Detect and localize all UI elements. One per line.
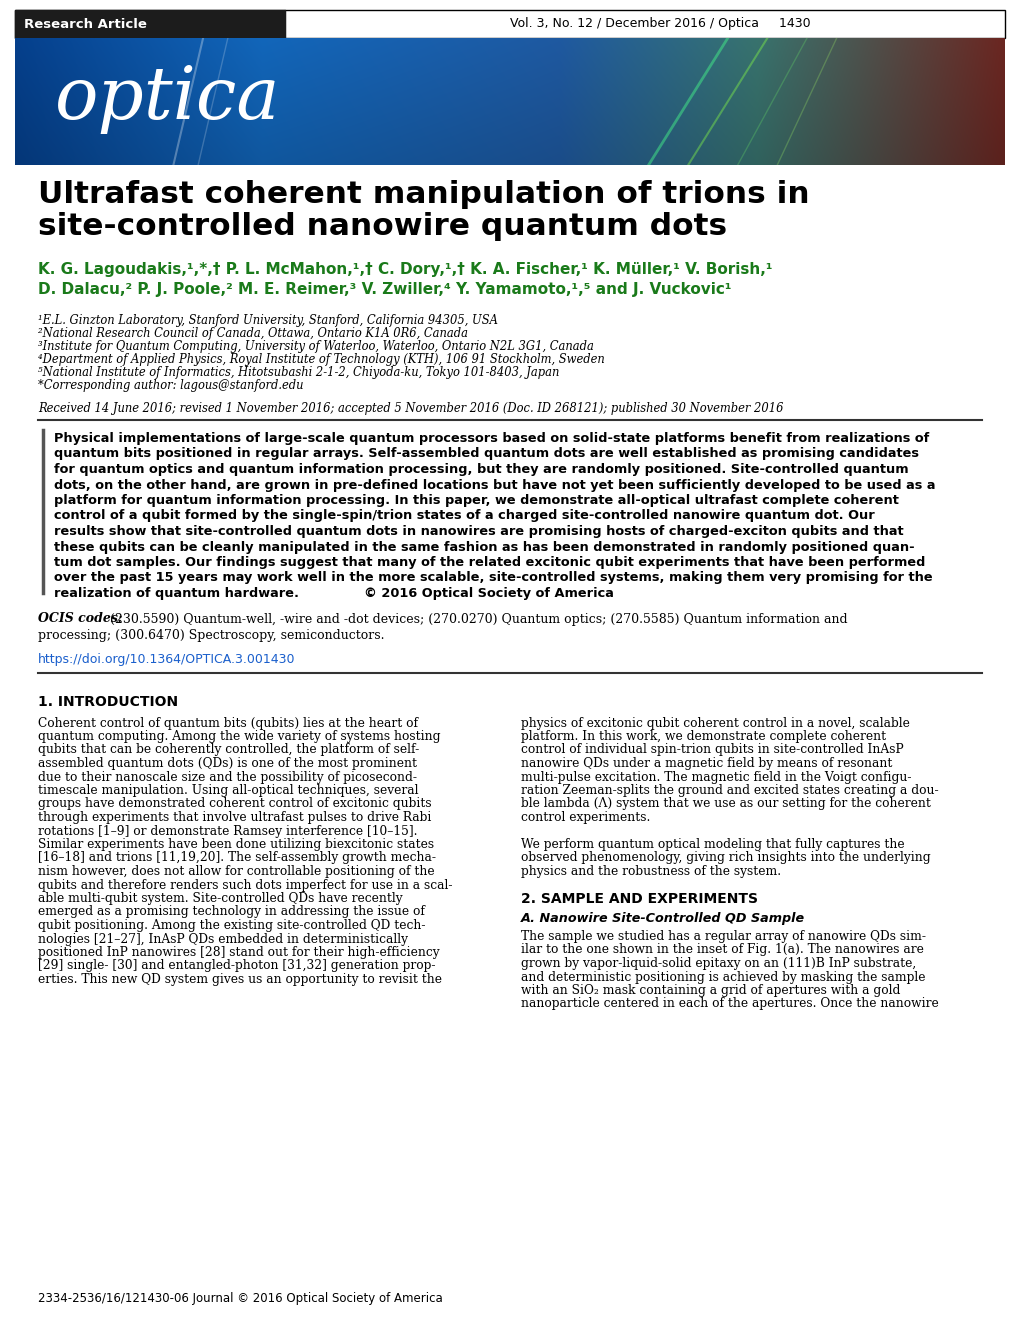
Text: qubit positioning. Among the existing site-controlled QD tech-: qubit positioning. Among the existing si…	[38, 919, 425, 932]
Bar	[15, 11, 1004, 38]
Text: rotations [1–9] or demonstrate Ramsey interference [10–15].: rotations [1–9] or demonstrate Ramsey in…	[38, 825, 417, 837]
Text: Ultrafast coherent manipulation of trions in: Ultrafast coherent manipulation of trion…	[38, 180, 809, 209]
Text: ³Institute for Quantum Computing, University of Waterloo, Waterloo, Ontario N2L : ³Institute for Quantum Computing, Univer…	[38, 341, 593, 352]
Text: multi-pulse excitation. The magnetic field in the Voigt configu-: multi-pulse excitation. The magnetic fie…	[521, 771, 911, 784]
Text: A. Nanowire Site-Controlled QD Sample: A. Nanowire Site-Controlled QD Sample	[521, 912, 804, 925]
Text: ²National Research Council of Canada, Ottawa, Ontario K1A 0R6, Canada: ²National Research Council of Canada, Ot…	[38, 327, 468, 341]
Text: https://doi.org/10.1364/OPTICA.3.001430: https://doi.org/10.1364/OPTICA.3.001430	[38, 652, 296, 665]
Text: [29] single- [30] and entangled-photon [31,32] generation prop-: [29] single- [30] and entangled-photon […	[38, 960, 435, 973]
Text: nologies [21–27], InAsP QDs embedded in deterministically: nologies [21–27], InAsP QDs embedded in …	[38, 932, 408, 945]
Text: Coherent control of quantum bits (qubits) lies at the heart of: Coherent control of quantum bits (qubits…	[38, 717, 418, 730]
Text: ⁵National Institute of Informatics, Hitotsubashi 2-1-2, Chiyoda-ku, Tokyo 101-84: ⁵National Institute of Informatics, Hito…	[38, 366, 558, 379]
Text: these qubits can be cleanly manipulated in the same fashion as has been demonstr: these qubits can be cleanly manipulated …	[54, 540, 914, 553]
Text: through experiments that involve ultrafast pulses to drive Rabi: through experiments that involve ultrafa…	[38, 810, 431, 824]
Text: control of a qubit formed by the single-spin/trion states of a charged site-cont: control of a qubit formed by the single-…	[54, 510, 874, 523]
Text: platform. In this work, we demonstrate complete coherent: platform. In this work, we demonstrate c…	[521, 730, 886, 743]
Text: OCIS codes:: OCIS codes:	[38, 612, 122, 626]
Text: *Corresponding author: lagous@stanford.edu: *Corresponding author: lagous@stanford.e…	[38, 379, 304, 392]
Text: results show that site-controlled quantum dots in nanowires are promising hosts : results show that site-controlled quantu…	[54, 525, 903, 539]
Text: Physical implementations of large-scale quantum processors based on solid-state : Physical implementations of large-scale …	[54, 432, 928, 445]
Text: groups have demonstrated coherent control of excitonic qubits: groups have demonstrated coherent contro…	[38, 797, 431, 810]
Text: erties. This new QD system gives us an opportunity to revisit the: erties. This new QD system gives us an o…	[38, 973, 441, 986]
Text: platform for quantum information processing. In this paper, we demonstrate all-o: platform for quantum information process…	[54, 494, 898, 507]
Text: quantum bits positioned in regular arrays. Self-assembled quantum dots are well : quantum bits positioned in regular array…	[54, 447, 918, 461]
Text: 2. SAMPLE AND EXPERIMENTS: 2. SAMPLE AND EXPERIMENTS	[521, 892, 757, 906]
Text: nanoparticle centered in each of the apertures. Once the nanowire: nanoparticle centered in each of the ape…	[521, 998, 937, 1011]
Text: quantum computing. Among the wide variety of systems hosting: quantum computing. Among the wide variet…	[38, 730, 440, 743]
Text: optica: optica	[55, 63, 280, 135]
Text: able multi-qubit system. Site-controlled QDs have recently: able multi-qubit system. Site-controlled…	[38, 892, 403, 906]
Text: Research Article: Research Article	[24, 17, 147, 30]
Text: with an SiO₂ mask containing a grid of apertures with a gold: with an SiO₂ mask containing a grid of a…	[521, 983, 900, 997]
Text: ⁴Department of Applied Physics, Royal Institute of Technology (KTH), 106 91 Stoc: ⁴Department of Applied Physics, Royal In…	[38, 352, 604, 366]
Text: 2334-2536/16/121430-06 Journal © 2016 Optical Society of America: 2334-2536/16/121430-06 Journal © 2016 Op…	[38, 1292, 442, 1305]
Text: positioned InP nanowires [28] stand out for their high-efficiency: positioned InP nanowires [28] stand out …	[38, 946, 439, 960]
Text: physics and the robustness of the system.: physics and the robustness of the system…	[521, 865, 781, 878]
Text: dots, on the other hand, are grown in pre-defined locations but have not yet bee: dots, on the other hand, are grown in pr…	[54, 479, 934, 491]
Text: due to their nanoscale size and the possibility of picosecond-: due to their nanoscale size and the poss…	[38, 771, 417, 784]
Text: (230.5590) Quantum-well, -wire and -dot devices; (270.0270) Quantum optics; (270: (230.5590) Quantum-well, -wire and -dot …	[106, 612, 847, 626]
Text: Vol. 3, No. 12 / December 2016 / Optica     1430: Vol. 3, No. 12 / December 2016 / Optica …	[510, 17, 809, 30]
Text: emerged as a promising technology in addressing the issue of: emerged as a promising technology in add…	[38, 906, 425, 919]
Text: qubits and therefore renders such dots imperfect for use in a scal-: qubits and therefore renders such dots i…	[38, 879, 452, 891]
Text: physics of excitonic qubit coherent control in a novel, scalable: physics of excitonic qubit coherent cont…	[521, 717, 909, 730]
Text: © 2016 Optical Society of America: © 2016 Optical Society of America	[364, 587, 613, 601]
Text: ration Zeeman-splits the ground and excited states creating a dou-: ration Zeeman-splits the ground and exci…	[521, 784, 937, 797]
Text: control experiments.: control experiments.	[521, 810, 650, 824]
Text: and deterministic positioning is achieved by masking the sample: and deterministic positioning is achieve…	[521, 970, 924, 983]
Text: control of individual spin-trion qubits in site-controlled InAsP: control of individual spin-trion qubits …	[521, 743, 903, 756]
Text: qubits that can be coherently controlled, the platform of self-: qubits that can be coherently controlled…	[38, 743, 419, 756]
Text: We perform quantum optical modeling that fully captures the: We perform quantum optical modeling that…	[521, 838, 904, 851]
Text: tum dot samples. Our findings suggest that many of the related excitonic qubit e: tum dot samples. Our findings suggest th…	[54, 556, 924, 569]
Bar	[15, 11, 284, 38]
Text: ¹E.L. Ginzton Laboratory, Stanford University, Stanford, California 94305, USA: ¹E.L. Ginzton Laboratory, Stanford Unive…	[38, 314, 497, 327]
Text: The sample we studied has a regular array of nanowire QDs sim-: The sample we studied has a regular arra…	[521, 931, 925, 942]
Text: nanowire QDs under a magnetic field by means of resonant: nanowire QDs under a magnetic field by m…	[521, 756, 892, 770]
Text: timescale manipulation. Using all-optical techniques, several: timescale manipulation. Using all-optica…	[38, 784, 418, 797]
Text: D. Dalacu,² P. J. Poole,² M. E. Reimer,³ V. Zwiller,⁴ Y. Yamamoto,¹,⁵ and J. Vuc: D. Dalacu,² P. J. Poole,² M. E. Reimer,³…	[38, 282, 731, 297]
Text: over the past 15 years may work well in the more scalable, site-controlled syste: over the past 15 years may work well in …	[54, 572, 931, 585]
Text: ilar to the one shown in the inset of Fig. 1(a). The nanowires are: ilar to the one shown in the inset of Fi…	[521, 944, 923, 957]
Text: Received 14 June 2016; revised 1 November 2016; accepted 5 November 2016 (Doc. I: Received 14 June 2016; revised 1 Novembe…	[38, 403, 783, 414]
Text: K. G. Lagoudakis,¹,*,† P. L. McMahon,¹,† C. Dory,¹,† K. A. Fischer,¹ K. Müller,¹: K. G. Lagoudakis,¹,*,† P. L. McMahon,¹,†…	[38, 261, 771, 277]
Text: site-controlled nanowire quantum dots: site-controlled nanowire quantum dots	[38, 213, 727, 242]
Text: Similar experiments have been done utilizing biexcitonic states: Similar experiments have been done utili…	[38, 838, 434, 851]
Text: nism however, does not allow for controllable positioning of the: nism however, does not allow for control…	[38, 865, 434, 878]
Text: observed phenomenology, giving rich insights into the underlying: observed phenomenology, giving rich insi…	[521, 851, 929, 865]
Text: assembled quantum dots (QDs) is one of the most prominent: assembled quantum dots (QDs) is one of t…	[38, 756, 417, 770]
Text: for quantum optics and quantum information processing, but they are randomly pos: for quantum optics and quantum informati…	[54, 463, 908, 477]
Text: 1. INTRODUCTION: 1. INTRODUCTION	[38, 694, 178, 709]
Text: processing; (300.6470) Spectroscopy, semiconductors.: processing; (300.6470) Spectroscopy, sem…	[38, 628, 384, 642]
Text: realization of quantum hardware.: realization of quantum hardware.	[54, 587, 299, 601]
Text: grown by vapor-liquid-solid epitaxy on an (111)B InP substrate,: grown by vapor-liquid-solid epitaxy on a…	[521, 957, 915, 970]
Text: [16–18] and trions [11,19,20]. The self-assembly growth mecha-: [16–18] and trions [11,19,20]. The self-…	[38, 851, 435, 865]
Text: ble lambda (Λ) system that we use as our setting for the coherent: ble lambda (Λ) system that we use as our…	[521, 797, 930, 810]
